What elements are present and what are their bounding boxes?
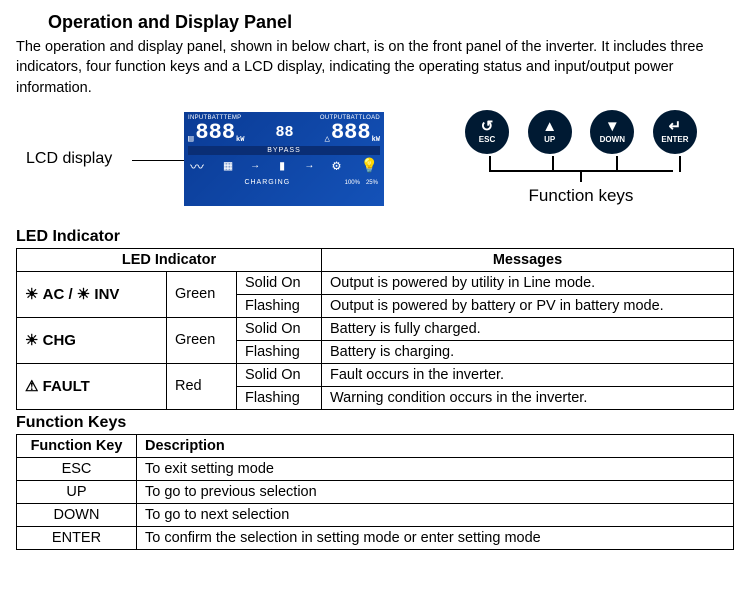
led-color: Green — [167, 271, 237, 317]
lcd-seg-mid: 88 — [275, 125, 293, 140]
fnkey-header-desc: Description — [137, 434, 734, 457]
led-message: Output is powered by battery or PV in ba… — [322, 294, 734, 317]
intro-text: The operation and display panel, shown i… — [16, 37, 734, 98]
fnkey-desc: To exit setting mode — [137, 457, 734, 480]
lcd-label: LCD display — [26, 150, 112, 168]
fnkey-name: UP — [17, 480, 137, 503]
led-header-indicator: LED Indicator — [17, 248, 322, 271]
fnkey-row: UPTo go to previous selection — [17, 480, 734, 503]
led-message: Warning condition occurs in the inverter… — [322, 386, 734, 409]
fnkey-header-key: Function Key — [17, 434, 137, 457]
led-mode: Flashing — [237, 340, 322, 363]
page-title: Operation and Display Panel — [48, 12, 734, 33]
function-key-label: DOWN — [600, 135, 625, 144]
lcd-pct-25: 25% — [366, 180, 378, 186]
led-row: ☀ CHGGreenSolid OnBattery is fully charg… — [17, 317, 734, 340]
fnkey-row: ESCTo exit setting mode — [17, 457, 734, 480]
function-key-label: UP — [544, 135, 555, 144]
function-key-label: ENTER — [661, 135, 688, 144]
fnkey-row: DOWNTo go to next selection — [17, 503, 734, 526]
esc-icon: ↺ — [481, 119, 494, 134]
led-name: ☀ AC / ☀ INV — [17, 271, 167, 317]
led-section-heading: LED Indicator — [16, 228, 734, 246]
lcd-seg-right: 888 — [331, 122, 371, 144]
lcd-pointer-line — [132, 160, 184, 161]
function-keys-label: Function keys — [461, 186, 701, 206]
led-color: Green — [167, 317, 237, 363]
led-message: Fault occurs in the inverter. — [322, 363, 734, 386]
fnkey-row: ENTERTo confirm the selection in setting… — [17, 526, 734, 549]
led-name: ⚠ FAULT — [17, 363, 167, 409]
fnkey-name: ESC — [17, 457, 137, 480]
lcd-unit-left: kW — [236, 137, 244, 144]
function-key-up: ▲UP — [528, 110, 572, 154]
led-row: ☀ AC / ☀ INVGreenSolid OnOutput is power… — [17, 271, 734, 294]
lcd-icons: 〰▦→▮→⚙💡 — [188, 157, 380, 177]
function-keys-diagram: ↺ESC ▲UP ▼DOWN ↵ENTER Function keys — [461, 110, 701, 206]
fnkeys-section-heading: Function Keys — [16, 414, 734, 432]
enter-icon: ↵ — [669, 119, 682, 134]
function-key-enter: ↵ENTER — [653, 110, 697, 154]
led-mode: Solid On — [237, 363, 322, 386]
led-row: ⚠ FAULTRedSolid OnFault occurs in the in… — [17, 363, 734, 386]
led-mode: Solid On — [237, 317, 322, 340]
lcd-seg-left: 888 — [195, 122, 235, 144]
function-key-esc: ↺ESC — [465, 110, 509, 154]
fnkey-name: ENTER — [17, 526, 137, 549]
diagram-row: LCD display INPUTBATTTEMP OUTPUTBATTLOAD… — [16, 108, 734, 218]
led-mode: Flashing — [237, 294, 322, 317]
led-name: ☀ CHG — [17, 317, 167, 363]
led-color: Red — [167, 363, 237, 409]
led-indicator-table: LED Indicator Messages ☀ AC / ☀ INVGreen… — [16, 248, 734, 410]
led-mode: Solid On — [237, 271, 322, 294]
led-message: Output is powered by utility in Line mod… — [322, 271, 734, 294]
function-key-down: ▼DOWN — [590, 110, 634, 154]
lcd-unit-right: kW — [372, 137, 380, 144]
function-keys-table: Function Key Description ESCTo exit sett… — [16, 434, 734, 550]
lcd-bypass: BYPASS — [188, 146, 380, 155]
up-icon: ▲ — [542, 119, 557, 134]
led-message: Battery is fully charged. — [322, 317, 734, 340]
lcd-display: INPUTBATTTEMP OUTPUTBATTLOAD ▤ 888 kW 88… — [184, 112, 384, 206]
fnkey-name: DOWN — [17, 503, 137, 526]
fnkey-desc: To confirm the selection in setting mode… — [137, 526, 734, 549]
lcd-pct-100: 100% — [345, 180, 360, 186]
function-keys-bracket — [469, 154, 693, 184]
function-key-label: ESC — [479, 135, 495, 144]
led-mode: Flashing — [237, 386, 322, 409]
led-message: Battery is charging. — [322, 340, 734, 363]
fnkey-desc: To go to previous selection — [137, 480, 734, 503]
led-header-messages: Messages — [322, 248, 734, 271]
fnkey-desc: To go to next selection — [137, 503, 734, 526]
down-icon: ▼ — [605, 119, 620, 134]
